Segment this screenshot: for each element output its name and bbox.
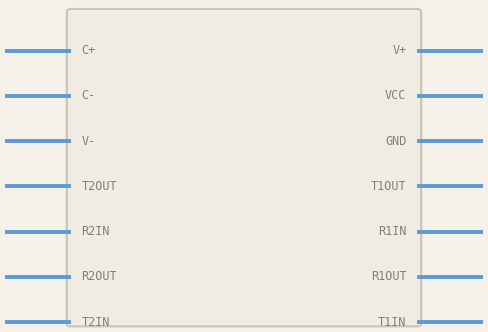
Text: T1IN: T1IN bbox=[378, 316, 407, 329]
Text: GND: GND bbox=[385, 135, 407, 148]
Text: V-: V- bbox=[81, 135, 96, 148]
Text: C+: C+ bbox=[81, 44, 96, 57]
Text: R2IN: R2IN bbox=[81, 225, 110, 238]
Text: VCC: VCC bbox=[385, 89, 407, 102]
Text: C-: C- bbox=[81, 89, 96, 102]
Text: R1OUT: R1OUT bbox=[371, 270, 407, 284]
Text: R1IN: R1IN bbox=[378, 225, 407, 238]
Text: R2OUT: R2OUT bbox=[81, 270, 117, 284]
Text: T2IN: T2IN bbox=[81, 316, 110, 329]
FancyBboxPatch shape bbox=[67, 9, 421, 326]
Text: T1OUT: T1OUT bbox=[371, 180, 407, 193]
Text: T2OUT: T2OUT bbox=[81, 180, 117, 193]
Text: V+: V+ bbox=[392, 44, 407, 57]
